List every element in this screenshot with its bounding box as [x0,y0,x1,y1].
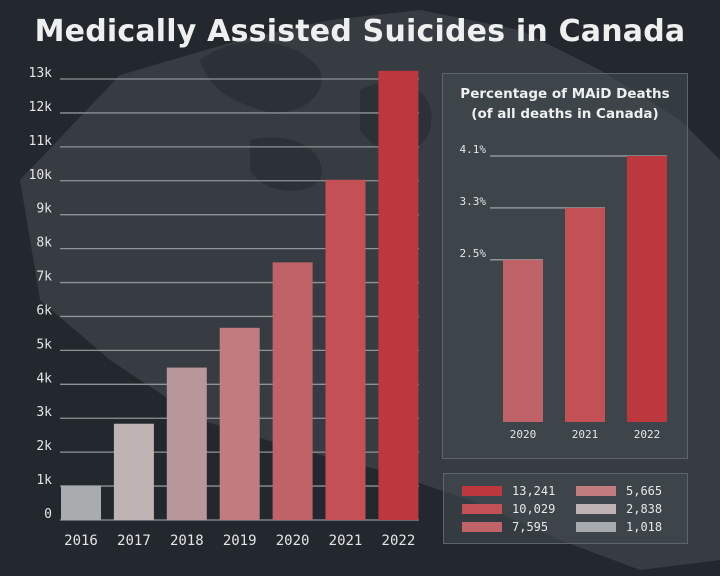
legend-swatch [576,486,616,496]
y-tick-label: 3k [36,405,52,420]
legend-label: 10,029 [512,502,556,516]
inset-x-tick-label: 2021 [572,428,599,441]
inset-title-line-1: Percentage of MAiD Deaths [460,86,670,102]
bar-2020 [272,262,313,520]
y-tick-label: 10k [29,168,53,183]
legend-label: 13,241 [512,484,556,498]
legend-item: 7,595 [462,520,548,534]
bar-2016 [61,485,101,520]
y-tick-label: 1k [36,473,52,488]
y-tick-label: 2k [36,439,52,454]
main-x-axis-ticks: 2016 2017 2018 2019 2020 2021 2022 [64,533,415,549]
inset-x-tick-label: 2022 [634,428,661,441]
y-tick-label: 11k [29,134,53,149]
bar-2019 [219,327,260,520]
bar-2017 [113,423,154,520]
y-tick-label: 13k [29,66,53,81]
inset-bar-2022 [627,156,667,422]
value-label: 3.3% [460,195,487,208]
inset-x-tick-label: 2020 [510,428,537,441]
legend-label: 5,665 [626,484,663,498]
inset-bar-2020 [503,259,543,422]
legend-swatch [462,504,502,514]
inset-title-line-2: (of all deaths in Canada) [471,106,659,122]
legend-item: 5,665 [576,484,662,498]
x-tick-label: 2019 [223,533,257,549]
bar-2021 [325,179,366,520]
y-tick-label: 4k [36,371,52,386]
legend-swatch [576,522,616,532]
legend-item: 2,838 [576,502,662,516]
chart-title: Medically Assisted Suicides in Canada [34,14,686,49]
y-tick-label: 6k [36,303,52,318]
x-tick-label: 2018 [170,533,204,549]
legend-label: 1,018 [626,520,663,534]
y-tick-label: 5k [36,337,52,352]
legend-label: 7,595 [512,520,549,534]
inset-bar-2021 [565,207,605,422]
legend-swatch [462,522,502,532]
legend-swatch [462,486,502,496]
legend-item: 13,241 [462,484,555,498]
y-tick-label: 9k [36,202,52,217]
main-y-axis-ticks: 0 1k 2k 3k 4k 5k 6k 7k 8k 9k 10k 11k 12k 13k [29,66,53,522]
legend-item: 10,029 [462,502,555,516]
inset-title: Percentage of MAiD Deaths (of all deaths… [442,84,688,124]
y-tick-label: 0 [44,507,52,522]
value-label: 4.1% [460,143,487,156]
legend-label: 2,838 [626,502,663,516]
legend-item: 1,018 [576,520,662,534]
x-tick-label: 2016 [64,533,98,549]
bar-2022 [378,70,419,521]
legend-swatch [576,504,616,514]
value-label: 2.5% [460,247,487,260]
bar-2018 [166,367,207,520]
x-tick-label: 2020 [276,533,310,549]
y-tick-label: 7k [36,270,52,285]
x-tick-label: 2022 [382,533,416,549]
y-tick-label: 12k [29,100,53,115]
y-tick-label: 8k [36,236,52,251]
legend: 13,241 10,029 7,595 5,665 2,838 1,018 [443,473,688,544]
x-tick-label: 2017 [117,533,151,549]
main-bars [61,70,419,521]
x-tick-label: 2021 [329,533,363,549]
